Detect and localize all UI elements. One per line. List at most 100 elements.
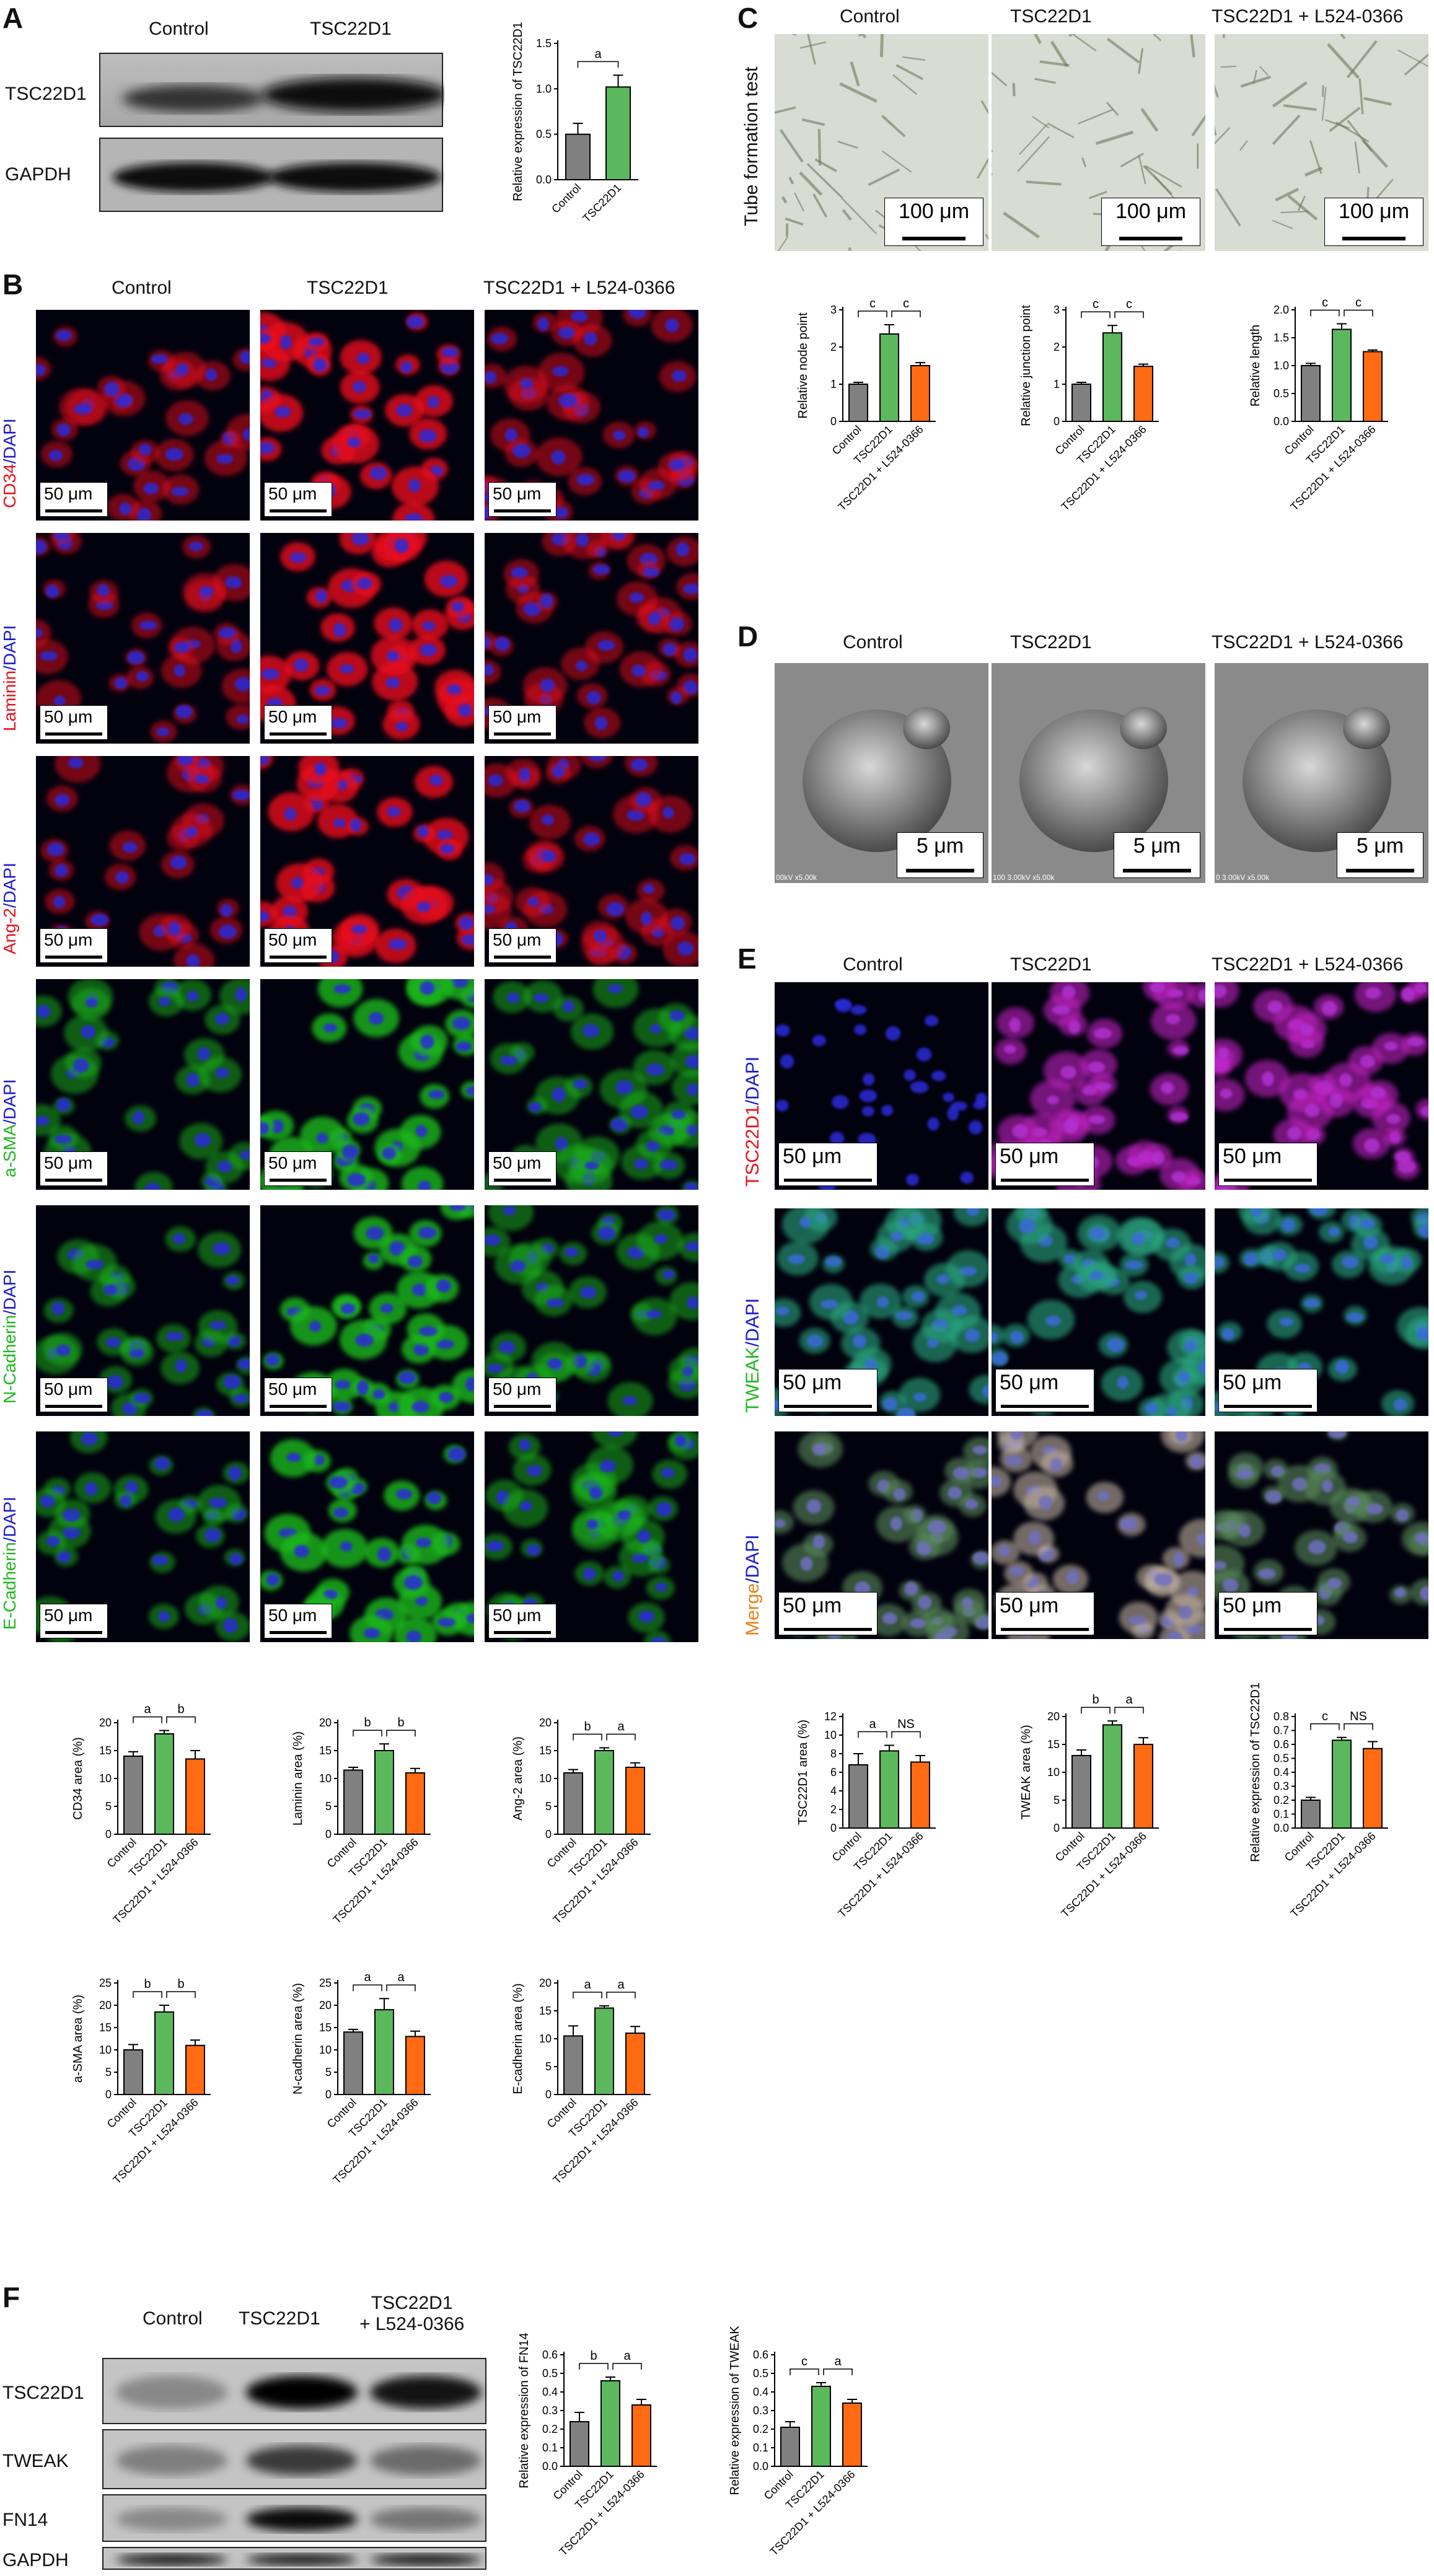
scale-bar-label: 50 μm (44, 1153, 93, 1172)
y-tick-label: 2 (1054, 341, 1060, 353)
y-tick-label: 10 (1047, 1766, 1060, 1778)
panel-e-header-control: Control (843, 954, 903, 975)
scale-bar-label: 50 μm (44, 930, 93, 949)
significance-label: b (584, 1720, 591, 1734)
bar-chart-b-cd34: CD34 area (%)05101520ControlTSC22D1TSC22… (71, 1703, 211, 1926)
panel-d-header-inhibitor: TSC22D1 + L524-0366 (1212, 632, 1404, 653)
y-tick-label: 15 (99, 1744, 112, 1757)
sem-footer: 00kV x5.00k (776, 873, 817, 882)
significance-label: c (869, 297, 876, 310)
western-blot-band-gapdh (99, 138, 443, 212)
if-image-e-r1-c0: 50 μm (775, 1208, 988, 1416)
scale-bar: 50 μm (264, 705, 332, 740)
y-tick-label: 5 (325, 2066, 332, 2078)
sem-image-0: 00kV x5.00k 5 μm (775, 663, 988, 883)
bar (123, 1756, 143, 1835)
panel-b-row-label-3: a-SMA/DAPI (0, 1079, 20, 1177)
if-image-b-r5-c2: 50 μm (485, 1431, 698, 1642)
scale-bar-line (45, 1631, 102, 1634)
y-tick-label: 10 (319, 1772, 332, 1785)
scale-bar-line (45, 1179, 102, 1182)
significance-label: a (623, 2349, 631, 2363)
scale-bar-line (45, 509, 102, 512)
y-tick-label: 0.0 (753, 2460, 768, 2473)
significance-bracket (133, 1716, 162, 1723)
bar (879, 1750, 899, 1829)
row-label-stain: /DAPI (0, 1079, 19, 1125)
panel-b-row-label-1: Laminin/DAPI (0, 625, 20, 731)
scale-bar-line (906, 869, 974, 873)
significance-bracket (606, 1992, 636, 1998)
y-tick-label: 0.4 (1273, 1766, 1289, 1778)
y-tick-label: 3 (830, 304, 837, 316)
scale-bar: 50 μm (1218, 1592, 1317, 1635)
scale-bar-label: 50 μm (1000, 1145, 1059, 1168)
scale-bar-label: 50 μm (493, 484, 542, 503)
significance-label: c (1322, 296, 1328, 310)
significance-bracket (166, 1716, 196, 1723)
significance-label: a (834, 2355, 842, 2368)
scale-bar: 50 μm (778, 1592, 878, 1635)
bar (1071, 384, 1091, 422)
y-tick-label: 1 (830, 378, 837, 390)
panel-b-row-label-2: Ang-2/DAPI (0, 863, 20, 954)
y-tick-label: 25 (319, 1977, 332, 1989)
row-label-stain: /DAPI (0, 625, 19, 670)
y-tick-label: 20 (99, 1999, 112, 2011)
scale-bar-label: 50 μm (493, 1379, 542, 1399)
scale-bar-line (902, 237, 966, 240)
bar-chart-b-laminin: Laminin area (%)05101520ControlTSC22D1TS… (291, 1716, 431, 1926)
if-image-b-r4-c1: 50 μm (260, 1205, 474, 1416)
y-axis-label: Laminin area (%) (291, 1731, 305, 1826)
scale-bar-line (270, 732, 327, 736)
panel-b-row-label-4: N-Cadherin/DAPI (0, 1270, 20, 1404)
scale-bar: 50 μm (264, 928, 332, 963)
scale-bar: 5 μm (1337, 832, 1423, 878)
y-tick-label: 0.3 (1273, 1780, 1289, 1793)
significance-bracket (573, 1733, 602, 1741)
y-axis-label: Relative junction point (1019, 305, 1033, 426)
bar-chart-e-tweak: TWEAK area (%)05101520ControlTSC22D1TSC2… (1019, 1693, 1159, 1920)
row-label-marker: E-Cadherin (0, 1542, 19, 1630)
y-tick-label: 20 (539, 1717, 552, 1729)
y-tick-label: 0 (105, 1828, 112, 1840)
y-axis-label: Relative expression of FN14 (517, 2332, 531, 2488)
bar-chart-f-fn14: Relative expression of FN14 0.0 0.1 0.2 0.3 0… (517, 2332, 657, 2558)
scale-bar-label: 50 μm (268, 484, 317, 503)
scale-bar-label: 50 μm (1223, 1594, 1282, 1617)
y-tick-label: 0.0 (542, 2460, 558, 2473)
blot-a-header-control: Control (149, 19, 209, 39)
scale-bar-label: 50 μm (1000, 1594, 1059, 1617)
bar (563, 1772, 583, 1835)
blot-f-label-1: TWEAK (2, 2450, 69, 2471)
scale-bar-line (1342, 237, 1405, 240)
y-tick-label: 0.4 (753, 2386, 768, 2398)
significance-bracket (133, 1991, 162, 1998)
if-image-e-r0-c0: 50 μm (775, 982, 988, 1190)
significance-label: b (144, 1977, 151, 1991)
scale-bar: 50 μm (995, 1369, 1094, 1412)
scale-bar-line (1346, 869, 1414, 873)
y-tick-label: 0.0 (536, 174, 552, 186)
if-image-b-r3-c2: 50 μm (485, 979, 698, 1190)
scale-bar-line (270, 956, 327, 959)
y-tick-label: 5 (1054, 1794, 1060, 1806)
y-tick-label: 10 (99, 1772, 112, 1785)
y-tick-label: 0.5 (542, 2367, 558, 2380)
scale-bar: 50 μm (40, 1604, 108, 1638)
scale-bar-label: 50 μm (1000, 1371, 1059, 1394)
if-image-b-r5-c0: 50 μm (36, 1431, 250, 1642)
sem-image-1: 100 3.00kV x5.00k 5 μm (992, 663, 1205, 883)
bar (625, 1767, 645, 1835)
scale-bar-label: 50 μm (268, 1379, 317, 1399)
bar (600, 2380, 620, 2467)
significance-bracket (891, 1731, 921, 1738)
bar (1332, 328, 1352, 422)
significance-bracket (612, 2363, 642, 2370)
scale-bar: 50 μm (995, 1592, 1094, 1635)
y-tick-label: 0.6 (1273, 1738, 1289, 1751)
y-tick-label: 0.1 (542, 2442, 558, 2454)
y-tick-label: 1.5 (1273, 332, 1289, 344)
scale-bar: 50 μm (264, 1604, 332, 1638)
scale-bar-label: 100 μm (1338, 200, 1410, 223)
